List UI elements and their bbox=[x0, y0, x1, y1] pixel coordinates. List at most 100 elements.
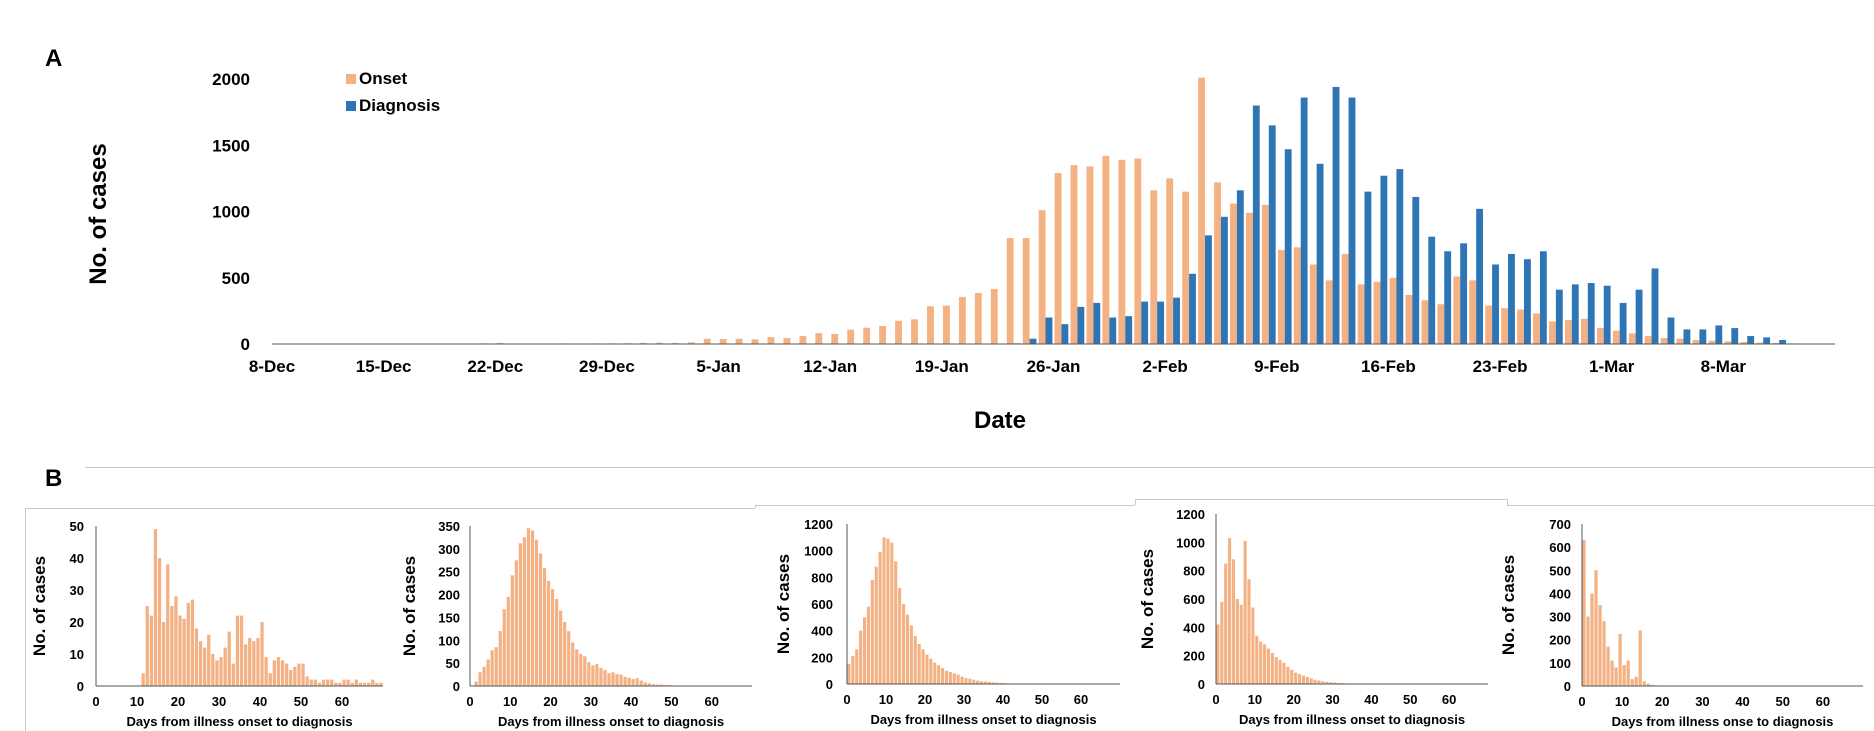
diagnosis-bar bbox=[1587, 283, 1595, 344]
sub-y-tick-label: 0 bbox=[77, 679, 84, 694]
histogram-bar bbox=[317, 682, 322, 686]
diagnosis-bar bbox=[1332, 86, 1340, 344]
histogram-bar bbox=[870, 580, 874, 684]
histogram-bar bbox=[627, 677, 631, 686]
histogram-bar bbox=[526, 528, 531, 686]
histogram-bar bbox=[280, 660, 285, 686]
y-tick-label: 0 bbox=[241, 335, 250, 354]
sub-y-tick-label: 0 bbox=[453, 679, 460, 694]
sub-x-tick-label: 20 bbox=[1655, 694, 1669, 709]
sub-y-tick-label: 1000 bbox=[804, 544, 833, 559]
onset-bar bbox=[1341, 253, 1349, 344]
sub-y-axis-title: No. of cases bbox=[774, 554, 793, 654]
histogram-bar bbox=[211, 654, 215, 686]
histogram-bar bbox=[542, 568, 547, 686]
diagnosis-bar bbox=[1205, 235, 1212, 344]
histogram-bar bbox=[905, 614, 910, 684]
histogram-bar bbox=[494, 647, 498, 686]
histogram-bar bbox=[1243, 540, 1247, 684]
onset-bar bbox=[1166, 178, 1174, 344]
diagnosis-bar bbox=[1651, 268, 1659, 344]
sub-x-axis-title: Days from illness onset to diagnosis bbox=[870, 712, 1096, 727]
histogram-bar bbox=[498, 631, 502, 686]
sub-y-tick-label: 50 bbox=[446, 656, 460, 671]
histogram-bar bbox=[555, 599, 559, 686]
onset-bar bbox=[751, 339, 759, 344]
sub-x-tick-label: 20 bbox=[543, 694, 557, 709]
diagnosis-bar bbox=[1061, 324, 1069, 344]
onset-bar bbox=[719, 339, 727, 344]
onset-bar bbox=[958, 296, 966, 344]
sub-y-tick-label: 700 bbox=[1549, 517, 1571, 532]
y-tick-label: 1500 bbox=[212, 136, 250, 155]
onset-bar bbox=[1533, 313, 1540, 344]
histogram-bar bbox=[571, 642, 575, 686]
onset-bar bbox=[1756, 342, 1764, 344]
histogram-bar bbox=[886, 538, 890, 684]
histogram-bar bbox=[268, 673, 272, 686]
onset-bar bbox=[1230, 203, 1237, 344]
diagnosis-bar bbox=[1316, 163, 1324, 344]
onset-bar bbox=[703, 338, 711, 344]
diagnosis-bar bbox=[1508, 253, 1515, 344]
histogram-bar bbox=[882, 537, 886, 684]
histogram-bar bbox=[878, 552, 882, 684]
histogram-bar bbox=[1290, 669, 1294, 684]
sub-y-tick-label: 600 bbox=[1549, 540, 1571, 555]
histogram-bar bbox=[371, 679, 375, 686]
sub-y-axis-title: No. of cases bbox=[400, 556, 419, 656]
sub-x-tick-label: 30 bbox=[1695, 694, 1709, 709]
sub-y-tick-label: 20 bbox=[70, 615, 84, 630]
diagnosis-bar bbox=[1428, 236, 1436, 344]
diagnosis-bar bbox=[1715, 325, 1723, 344]
onset-bar bbox=[1261, 204, 1269, 344]
histogram-bar bbox=[595, 664, 599, 686]
histogram-bar bbox=[1305, 676, 1309, 684]
sub-x-tick-label: 0 bbox=[92, 694, 99, 709]
histogram-bar bbox=[929, 658, 933, 684]
onset-bar bbox=[863, 327, 871, 344]
diagnosis-bar bbox=[1396, 169, 1404, 344]
diagnosis-bar bbox=[1492, 264, 1499, 344]
sub-y-tick-label: 50 bbox=[70, 519, 84, 534]
onset-bar bbox=[1070, 165, 1078, 344]
legend-swatch bbox=[346, 101, 356, 111]
histogram-bar bbox=[952, 673, 956, 684]
diagnosis-bar bbox=[1412, 196, 1420, 344]
onset-bar bbox=[1214, 182, 1221, 344]
onset-bar bbox=[1118, 159, 1126, 344]
onset-bar bbox=[1325, 280, 1333, 344]
sub-x-tick-label: 0 bbox=[1212, 692, 1219, 707]
histogram-bar bbox=[490, 650, 494, 686]
sub-y-tick-label: 600 bbox=[1183, 592, 1205, 607]
sub-y-tick-label: 600 bbox=[811, 597, 833, 612]
histogram-bar bbox=[285, 663, 289, 686]
onset-bar bbox=[927, 306, 934, 344]
panel-b-box-sep-1 bbox=[755, 505, 756, 508]
onset-bar bbox=[1182, 191, 1190, 344]
onset-bar bbox=[1772, 342, 1780, 344]
sub-x-tick-label: 40 bbox=[253, 694, 267, 709]
sub-x-tick-label: 20 bbox=[171, 694, 185, 709]
histogram-bar bbox=[174, 596, 178, 686]
x-tick-label: 1-Mar bbox=[1589, 357, 1635, 376]
sub-y-tick-label: 200 bbox=[811, 650, 833, 665]
histogram-bar bbox=[874, 566, 878, 684]
histogram-bar bbox=[260, 622, 264, 686]
histogram-bar bbox=[611, 672, 615, 686]
histogram-bar bbox=[979, 681, 984, 684]
histogram-bar bbox=[1259, 641, 1263, 684]
histogram-bar bbox=[991, 682, 995, 684]
histogram-bar bbox=[909, 625, 913, 684]
histogram-bar bbox=[1301, 675, 1305, 684]
sub-x-tick-label: 40 bbox=[996, 692, 1010, 707]
sub-x-tick-label: 30 bbox=[584, 694, 598, 709]
sub-x-tick-label: 40 bbox=[1735, 694, 1749, 709]
histogram-bar bbox=[194, 628, 199, 686]
sub-x-tick-label: 60 bbox=[1074, 692, 1088, 707]
histogram-bar bbox=[925, 654, 929, 684]
sub-y-axis-title: No. of cases bbox=[1138, 549, 1157, 649]
sub-x-tick-label: 40 bbox=[624, 694, 638, 709]
onset-bar bbox=[1038, 210, 1046, 344]
histogram-bar bbox=[643, 682, 647, 686]
